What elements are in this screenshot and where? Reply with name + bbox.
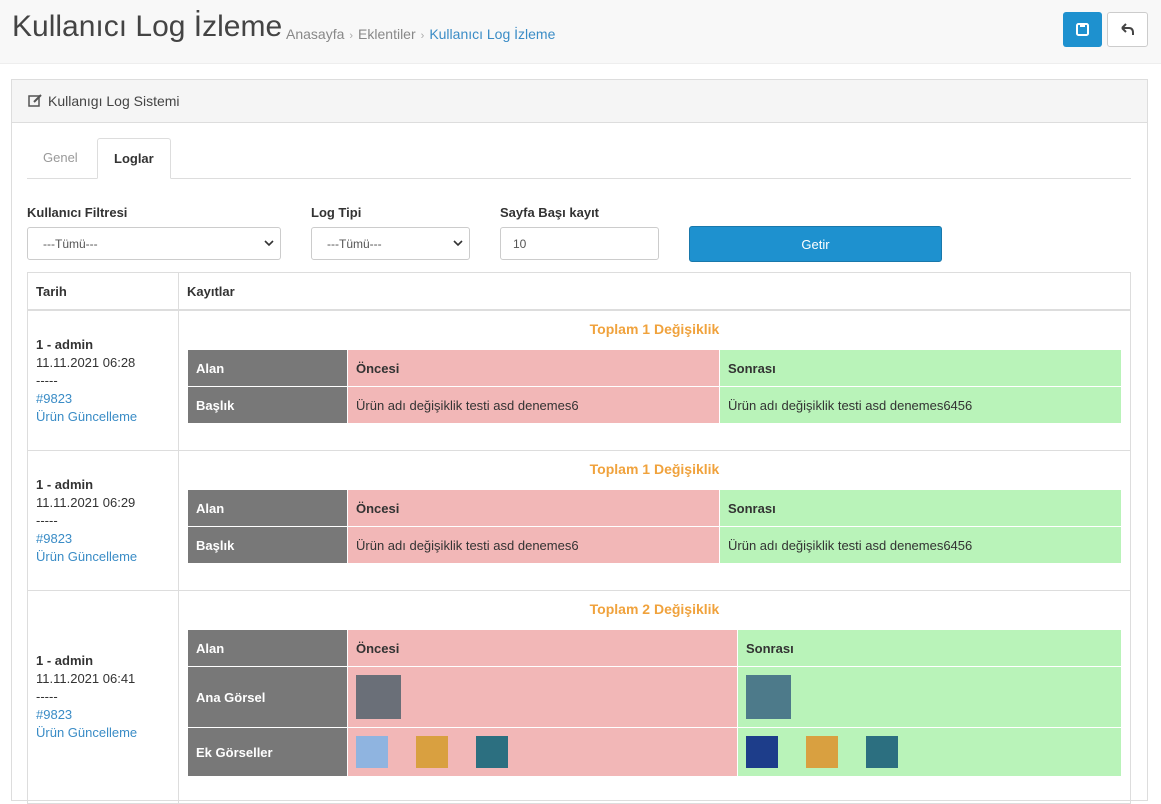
before-value: Ürün adı değişiklik testi asd denemes6 — [347, 386, 720, 424]
panel: Kullanıgı Log Sistemi Genel Loglar Kulla… — [11, 79, 1148, 804]
after-images — [737, 727, 1122, 777]
thumbnail — [806, 736, 838, 768]
log-action[interactable]: Ürün Güncelleme — [36, 725, 138, 740]
page-title: Kullanıcı Log İzleme — [12, 10, 283, 43]
user-select[interactable]: ---Tümü--- — [27, 227, 281, 260]
before-header: Öncesi — [347, 489, 720, 527]
after-images — [737, 666, 1122, 728]
log-meta: 1 - admin 11.11.2021 06:41 ----- #9823 Ürün … — [27, 590, 179, 804]
thumbnail — [416, 736, 448, 768]
page-size-input[interactable]: 10 — [500, 227, 659, 260]
change-row: Başlık Ürün adı değişiklik testi asd dene… — [187, 386, 1122, 424]
after-header: Sonrası — [737, 629, 1122, 667]
change-table: Alan Öncesi Sonrası Başlık Ürün adı değişikl… — [187, 349, 1122, 424]
panel-title: Kullanıgı Log Sistemi — [48, 93, 180, 109]
header-row: Tarih Kayıtlar — [27, 272, 1131, 311]
field-name: Ek Görseller — [187, 727, 348, 777]
column-header: Kayıtlar — [178, 272, 1131, 311]
change-summary: Toplam 1 Değişiklik — [589, 321, 720, 337]
after-value: Ürün adı değişiklik testi asd denemes645… — [719, 526, 1122, 564]
save-button[interactable] — [1063, 12, 1102, 47]
select-value: ---Tümü--- — [327, 237, 382, 251]
thumbnail — [746, 736, 778, 768]
before-header: Öncesi — [347, 349, 720, 387]
filter-label: Log Tipi — [311, 205, 362, 220]
thumbnail — [746, 675, 791, 719]
log-id[interactable]: #9823 — [36, 390, 73, 406]
thumbnail — [356, 736, 388, 768]
tab[interactable]: Genel — [43, 150, 78, 165]
breadcrumb: Anasayfa › Eklentiler › Kullanıcı Log İzleme — [286, 26, 556, 42]
thumbnail — [356, 675, 401, 719]
log-meta: 1 - admin 11.11.2021 06:28 ----- #9823 Ürün … — [27, 309, 179, 451]
filter-label: Sayfa Başı kayıt — [500, 205, 600, 220]
thumbnail — [866, 736, 898, 768]
log-user: 1 - admin — [36, 653, 94, 668]
log-action[interactable]: Ürün Güncelleme — [36, 548, 138, 564]
fetch-button[interactable]: Getir — [689, 226, 942, 262]
log-id[interactable]: #9823 — [36, 707, 73, 722]
change-header: Alan Öncesi Sonrası — [187, 489, 1122, 527]
type-select[interactable]: ---Tümü--- — [311, 227, 470, 260]
field-header: Alan — [187, 349, 348, 387]
change-table: Alan Öncesi Sonrası Ana Görsel Ek Görseller — [187, 629, 1122, 777]
change-table: Alan Öncesi Sonrası Başlık Ürün adı değişikl… — [187, 489, 1122, 564]
field-header: Alan — [187, 629, 348, 667]
field-header: Alan — [187, 489, 348, 527]
log-records: Toplam 1 Değişiklik Alan Öncesi Sonrası Başl… — [178, 309, 1131, 451]
tabs: Genel Loglar — [27, 138, 1131, 179]
top-bar: Kullanıcı Log İzleme Anasayfa › Eklentiler… — [0, 0, 1161, 64]
log-separator: ----- — [36, 512, 58, 528]
log-row: 1 - admin 11.11.2021 06:28 ----- #9823 Ürün … — [27, 309, 1131, 451]
log-row: 1 - admin 11.11.2021 06:29 ----- #9823 Ürün … — [27, 450, 1131, 591]
after-header: Sonrası — [719, 489, 1122, 527]
change-header: Alan Öncesi Sonrası — [187, 349, 1122, 387]
log-action[interactable]: Ürün Güncelleme — [36, 408, 138, 424]
breadcrumb-link[interactable]: Anasayfa — [286, 26, 345, 42]
change-row: Ana Görsel — [187, 666, 1122, 728]
before-header: Öncesi — [347, 629, 738, 667]
log-user: 1 - admin — [36, 336, 94, 352]
change-row: Başlık Ürün adı değişiklik testi asd dene… — [187, 526, 1122, 564]
field-name: Başlık — [187, 526, 348, 564]
log-separator: ----- — [36, 372, 58, 388]
log-id[interactable]: #9823 — [36, 530, 73, 546]
log-meta: 1 - admin 11.11.2021 06:29 ----- #9823 Ürün … — [27, 450, 179, 591]
tab-active[interactable]: Loglar — [97, 138, 171, 179]
select-value: ---Tümü--- — [43, 237, 98, 251]
before-images — [347, 727, 738, 777]
log-records: Toplam 2 Değişiklik Alan Öncesi Sonrası Ana … — [178, 590, 1131, 804]
log-records: Toplam 1 Değişiklik Alan Öncesi Sonrası Başl… — [178, 450, 1131, 591]
column-header: Tarih — [27, 272, 179, 311]
breadcrumb-link[interactable]: Eklentiler — [358, 26, 416, 42]
log-table: Tarih Kayıtlar 1 - admin 11.11.2021 06:28… — [27, 272, 1131, 804]
log-date: 11.11.2021 06:41 — [36, 671, 136, 686]
field-name: Ana Görsel — [187, 666, 348, 728]
before-images — [347, 666, 738, 728]
log-date: 11.11.2021 06:28 — [36, 354, 136, 370]
breadcrumb-current[interactable]: Kullanıcı Log İzleme — [429, 26, 556, 42]
thumbnail — [476, 736, 508, 768]
save-icon — [1076, 23, 1089, 36]
edit-icon — [28, 94, 42, 107]
change-row: Ek Görseller — [187, 727, 1122, 777]
log-row: 1 - admin 11.11.2021 06:41 ----- #9823 Ürün … — [27, 590, 1131, 804]
filter-label: Kullanıcı Filtresi — [27, 205, 128, 220]
change-header: Alan Öncesi Sonrası — [187, 629, 1122, 667]
back-icon — [1121, 23, 1134, 35]
after-value: Ürün adı değişiklik testi asd denemes645… — [719, 386, 1122, 424]
log-user: 1 - admin — [36, 476, 94, 492]
before-value: Ürün adı değişiklik testi asd denemes6 — [347, 526, 720, 564]
change-summary: Toplam 2 Değişiklik — [589, 601, 720, 617]
field-name: Başlık — [187, 386, 348, 424]
log-separator: ----- — [36, 689, 58, 704]
back-button[interactable] — [1107, 12, 1148, 47]
after-header: Sonrası — [719, 349, 1122, 387]
input-value: 10 — [513, 237, 527, 251]
change-summary: Toplam 1 Değişiklik — [589, 461, 720, 477]
panel-heading: Kullanıgı Log Sistemi — [12, 80, 1147, 123]
log-date: 11.11.2021 06:29 — [36, 494, 136, 510]
